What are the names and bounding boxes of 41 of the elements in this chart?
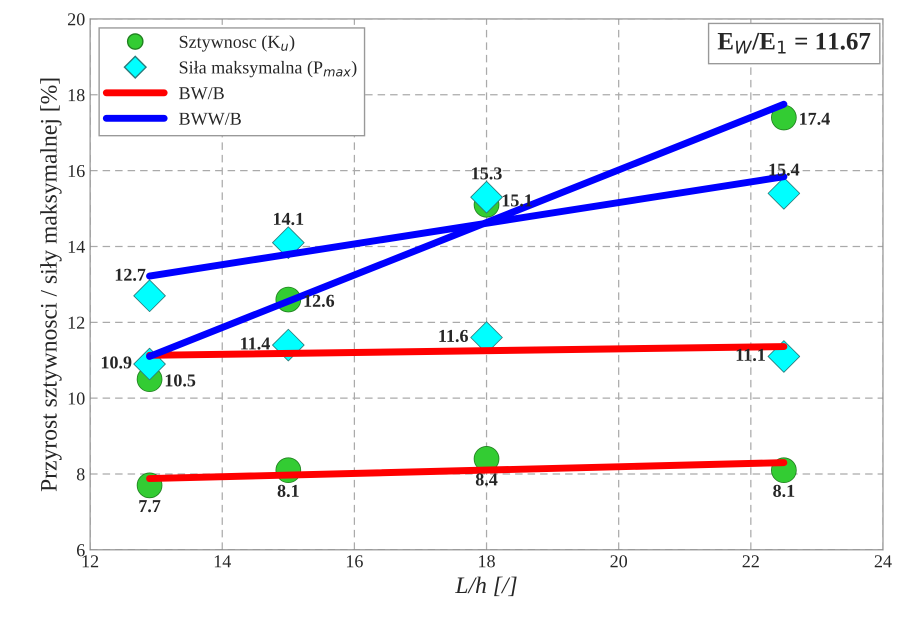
legend-label: BWW/B bbox=[179, 112, 241, 125]
y-tick-label: 14 bbox=[68, 240, 85, 253]
x-tick-label: 20 bbox=[610, 555, 628, 568]
data-label: 8.1 bbox=[773, 484, 794, 498]
y-tick-label: 8 bbox=[76, 468, 85, 480]
data-label: 12.6 bbox=[304, 294, 334, 307]
x-tick-label: 22 bbox=[742, 555, 759, 568]
data-label: 11.1 bbox=[736, 348, 765, 362]
data-label: 11.6 bbox=[439, 330, 468, 342]
x-axis-title: L/h [/] bbox=[455, 576, 517, 596]
data-label: 14.1 bbox=[274, 212, 304, 226]
x-tick-label: 16 bbox=[346, 555, 363, 568]
x-tick-label: 14 bbox=[214, 555, 231, 568]
point bbox=[470, 180, 503, 214]
data-label: 8.4 bbox=[476, 473, 498, 486]
data-label: 15.1 bbox=[502, 194, 532, 207]
data-label: 17.4 bbox=[800, 112, 830, 125]
y-tick-label: 6 bbox=[76, 544, 85, 556]
x-tick-label: 18 bbox=[479, 555, 495, 568]
legend-label: Siła maksymalna (P$_{max}$) bbox=[180, 60, 356, 78]
y-tick-label: 20 bbox=[68, 13, 85, 26]
point bbox=[771, 104, 797, 130]
data-label: 8.1 bbox=[278, 484, 299, 498]
legend-label: BW/B bbox=[179, 87, 224, 100]
data-label: 7.7 bbox=[139, 500, 160, 512]
y-tick-label: 16 bbox=[68, 164, 85, 178]
y-tick-label: 18 bbox=[68, 89, 85, 102]
annotation: E$_{W}$/E$_{1}$ = 11.67 bbox=[718, 32, 870, 54]
y-tick-label: 12 bbox=[68, 316, 84, 329]
y-tick-label: 10 bbox=[68, 392, 85, 405]
point bbox=[768, 177, 800, 210]
data-label: 11.4 bbox=[241, 337, 270, 350]
data-label: 12.7 bbox=[116, 268, 146, 281]
data-label: 10.9 bbox=[102, 356, 132, 369]
data-label: 10.5 bbox=[166, 374, 196, 387]
legend-label: Sztywnosc (K$_{u}$) bbox=[180, 35, 294, 52]
data-label: 15.3 bbox=[472, 167, 502, 180]
y-axis-title: Przyrost sztywnosci / siły maksymalnej [%] bbox=[40, 78, 62, 492]
point bbox=[133, 280, 166, 312]
data-label: 15.4 bbox=[770, 164, 800, 176]
x-tick-label: 24 bbox=[874, 555, 892, 568]
